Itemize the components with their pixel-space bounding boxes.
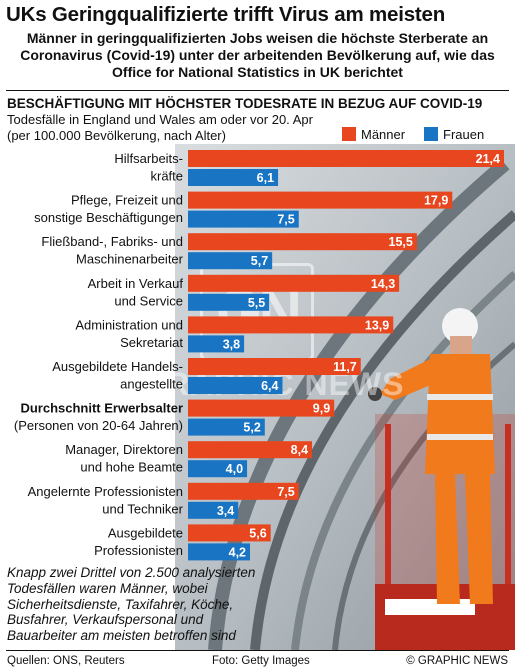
- footer-sources: Quellen: ONS, Reuters: [7, 655, 125, 667]
- chart-title: BESCHÄFTIGUNG MIT HÖCHSTER TODESRATE IN …: [7, 96, 483, 111]
- legend-women: Frauen: [424, 126, 485, 142]
- worker-photo: [175, 144, 515, 650]
- chart-subtitle-line: Todesfälle in England und Wales am oder …: [7, 112, 313, 127]
- chart-subtitle: Todesfälle in England und Wales am oder …: [7, 112, 337, 143]
- bottom-divider: [6, 650, 509, 651]
- category-label: Professionisten: [94, 543, 183, 558]
- legend-label-women: Frauen: [443, 126, 485, 142]
- footer-copyright: © GRAPHIC NEWS: [406, 655, 508, 667]
- note-line: Bauarbeiter am meisten betroffen sind: [7, 628, 236, 644]
- category-label: Manager, Direktoren: [65, 442, 183, 457]
- category-label: Hilfsarbeits-: [114, 151, 183, 166]
- category-label: und Techniker: [102, 501, 183, 516]
- category-label: Administration und: [75, 317, 183, 332]
- graphic-news-text-watermark: GRAPHIC NEWS: [140, 366, 405, 402]
- footer: Quellen: ONS, Reuters Foto: Getty Images…: [0, 652, 515, 671]
- legend-swatch-men: [342, 127, 356, 141]
- category-label: Pflege, Freizeit und: [71, 193, 183, 208]
- note-line: Sicherheitsdienste, Taxifahrer, Köche,: [7, 596, 234, 612]
- legend-label-men: Männer: [361, 126, 406, 142]
- note: Knapp zwei Drittel von 2.500 analysierte…: [7, 565, 297, 644]
- category-label: Ausgebildete: [108, 525, 183, 540]
- subtitle-line: Coronavirus (Covid-19) unter der arbeite…: [20, 47, 495, 63]
- category-label: Angelernte Professionisten: [28, 484, 183, 499]
- note-line: Todesfällen waren Männer, wobei: [7, 580, 208, 596]
- footer-photo-credit: Foto: Getty Images: [212, 655, 310, 667]
- graphic-news-logo-watermark: GN: [200, 263, 314, 361]
- subtitle-line: Männer in geringqualifizierten Jobs weis…: [26, 30, 489, 46]
- category-label: und Service: [114, 293, 183, 308]
- category-label: (Personen von 20-64 Jahren): [14, 418, 183, 433]
- category-label: Maschinenarbeiter: [76, 252, 184, 267]
- subtitle-line: Office for National Statistics in UK ber…: [112, 64, 403, 80]
- chart-subtitle-line: (per 100.000 Bevölkerung, nach Alter): [7, 127, 226, 143]
- category-label: Arbeit in Verkauf: [88, 276, 184, 291]
- legend-swatch-women: [424, 127, 438, 141]
- note-line: Busfahrer, Verkaufspersonal und: [7, 612, 204, 628]
- worker-photo-illustration: [175, 144, 515, 650]
- note-line: Knapp zwei Drittel von 2.500 analysierte…: [7, 565, 256, 580]
- category-label: und hohe Beamte: [80, 460, 183, 475]
- legend-men: Männer: [342, 126, 406, 142]
- page-subtitle: Männer in geringqualifizierten Jobs weis…: [0, 30, 515, 81]
- category-label: sonstige Beschäftigungen: [34, 210, 183, 225]
- category-label: Fließband-, Fabriks- und: [41, 234, 183, 249]
- top-divider: [6, 90, 509, 91]
- category-label: Sekretariat: [120, 335, 183, 350]
- page-title: UKs Geringqualifizierte trifft Virus am …: [6, 3, 446, 26]
